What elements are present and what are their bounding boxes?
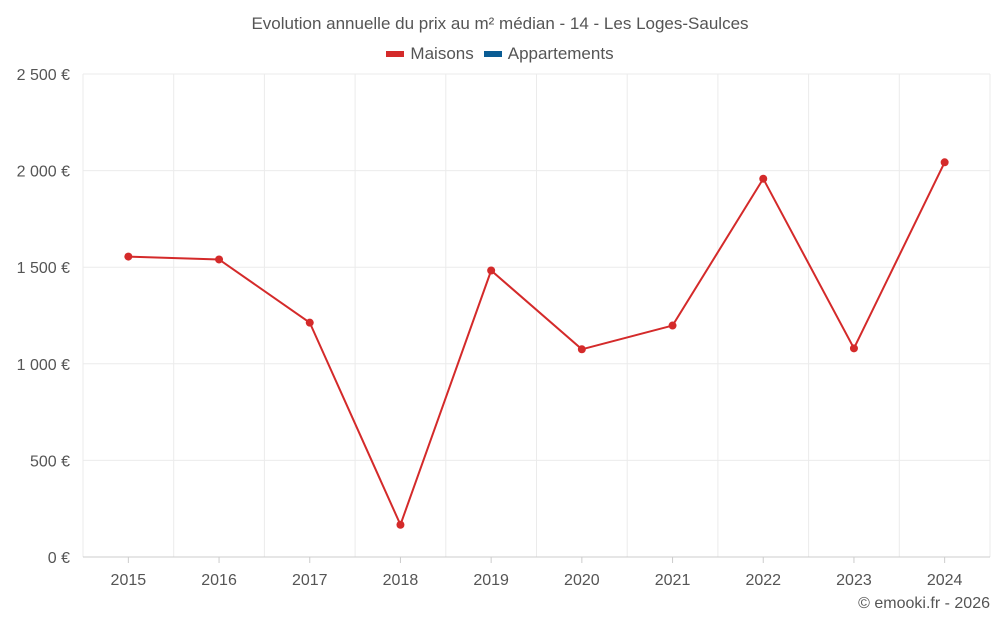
data-point-maisons-2020 xyxy=(577,345,586,354)
data-point-maisons-2024 xyxy=(940,158,949,167)
legend-item-maisons[interactable]: Maisons xyxy=(386,44,474,64)
legend-label-appartements: Appartements xyxy=(507,44,614,63)
series-line-maisons xyxy=(128,161,946,528)
x-tick-label: 2021 xyxy=(655,572,691,589)
x-tick-label: 2016 xyxy=(201,572,237,589)
y-tick-label: 2 500 € xyxy=(17,67,70,84)
data-point-maisons-2018 xyxy=(396,520,405,529)
legend-item-appartements[interactable]: Appartements xyxy=(483,44,614,64)
x-tick-label: 2015 xyxy=(111,572,147,589)
legend-swatch-maisons xyxy=(386,51,405,57)
data-point-maisons-2023 xyxy=(849,344,858,353)
x-tick-label: 2017 xyxy=(292,572,328,589)
data-point-maisons-2015 xyxy=(124,252,133,261)
legend-label-maisons: Maisons xyxy=(410,44,474,63)
x-tick-label: 2019 xyxy=(473,572,509,589)
x-tick-label: 2023 xyxy=(836,572,872,589)
data-point-maisons-2022 xyxy=(759,174,768,183)
y-tick-label: 0 € xyxy=(48,550,70,567)
x-tick-label: 2024 xyxy=(927,572,963,589)
y-tick-label: 2 000 € xyxy=(17,164,70,181)
data-point-maisons-2019 xyxy=(487,266,496,275)
legend-swatch-appartements xyxy=(483,51,502,57)
data-point-maisons-2017 xyxy=(305,318,314,327)
footer-credit: © emooki.fr - 2026 xyxy=(858,595,990,612)
x-tick-label: 2022 xyxy=(745,572,781,589)
chart-title: Evolution annuelle du prix au m² médian … xyxy=(251,14,749,33)
x-tick-label: 2020 xyxy=(564,572,600,589)
data-point-maisons-2021 xyxy=(668,321,677,330)
x-tick-label: 2018 xyxy=(383,572,419,589)
data-point-maisons-2016 xyxy=(215,255,224,264)
y-tick-label: 1 500 € xyxy=(17,260,70,277)
chart-legend: Maisons Appartements xyxy=(0,44,1000,64)
y-tick-label: 500 € xyxy=(30,453,70,470)
y-tick-label: 1 000 € xyxy=(17,357,70,374)
